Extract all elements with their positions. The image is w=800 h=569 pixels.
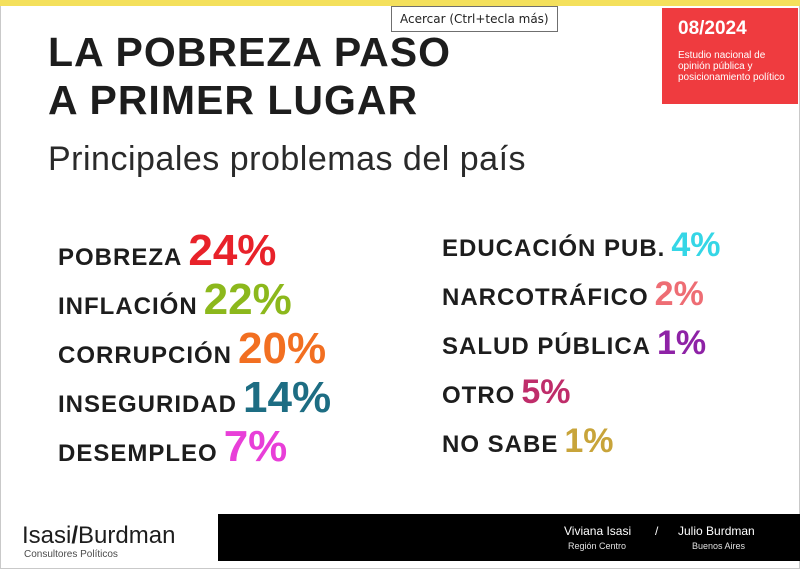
footer-region-2: Buenos Aires — [692, 541, 746, 551]
subtitle: Principales problemas del país — [48, 140, 527, 178]
footer-separator: / — [655, 524, 659, 538]
headline-line-1: LA POBREZA PASO — [48, 29, 451, 75]
logo-right: Burdman — [78, 522, 176, 549]
footer-name-2: Julio Burdman — [678, 524, 755, 538]
brand-logo: Isasi/Burdman — [22, 522, 175, 550]
badge-description: Estudio nacional de opinión pública y po… — [678, 50, 785, 83]
accent-bar — [0, 0, 800, 6]
headline-line-2: A PRIMER LUGAR — [48, 77, 419, 123]
logo-slash: / — [71, 522, 79, 549]
footer-region-1: Región Centro — [568, 541, 627, 551]
logo-left: Isasi — [22, 522, 72, 549]
date-badge: 08/2024 Estudio nacional de opinión públ… — [662, 8, 798, 104]
footer-bar: Viviana Isasi Región Centro / Julio Burd… — [218, 514, 800, 561]
footer-name-1: Viviana Isasi — [564, 524, 632, 538]
headline: LA POBREZA PASO A PRIMER LUGAR — [48, 28, 608, 124]
badge-date: 08/2024 — [678, 18, 747, 39]
logo-tagline: Consultores Políticos — [24, 549, 118, 560]
zoom-tooltip: Acercar (Ctrl+tecla más) — [391, 6, 558, 32]
